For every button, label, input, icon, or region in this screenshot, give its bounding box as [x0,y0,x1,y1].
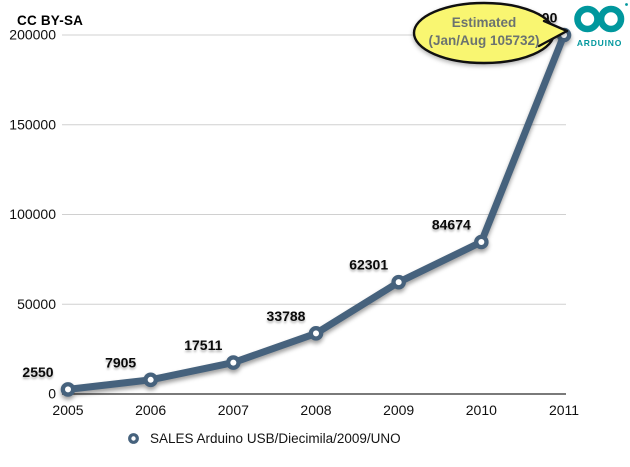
arduino-logo: ARDUINO [574,3,628,48]
x-tick-label: 2009 [383,402,414,418]
data-value-label: 84674 [432,217,471,233]
data-point-hole [395,279,402,286]
legend-series-label: SALES Arduino USB/Diecimila/2009/UNO [150,431,401,446]
y-tick-label: 200000 [9,27,56,43]
data-point-hole [313,330,319,337]
data-value-label: 62301 [349,257,388,273]
legend: SALES Arduino USB/Diecimila/2009/UNO [126,431,401,446]
callout-text: (Jan/Aug 105732) [428,33,539,48]
data-value-label: 2550 [22,364,53,380]
x-tick-label: 2007 [218,402,249,418]
data-point-hole [147,376,154,383]
x-tick-label: 2010 [466,402,497,418]
y-tick-label: 0 [48,386,56,402]
estimate-callout: Estimated (Jan/Aug 105732) [412,1,569,65]
arduino-infinity-icon [574,3,628,33]
data-point-hole [65,386,71,393]
license-label: CC BY-SA [17,13,84,28]
y-tick-label: 100000 [9,206,56,222]
data-value-label: 7905 [105,354,136,370]
x-tick-label: 2011 [549,402,579,418]
trademark-dot [625,3,628,6]
data-value-label: 33788 [267,308,306,324]
y-tick-label: 150000 [9,116,56,132]
data-value-label: 17511 [184,337,222,353]
data-point-hole [478,239,485,246]
arduino-wordmark: ARDUINO [577,38,622,48]
y-tick-label: 50000 [17,296,56,312]
callout-text: Estimated [452,15,517,30]
sales-line-series [60,27,572,397]
x-tick-label: 2006 [135,402,166,418]
x-tick-label: 2008 [300,402,331,418]
x-tick-label: 2005 [52,402,83,418]
callout-tail [537,19,569,48]
data-point-hole [230,359,237,366]
legend-marker-icon [128,433,139,444]
